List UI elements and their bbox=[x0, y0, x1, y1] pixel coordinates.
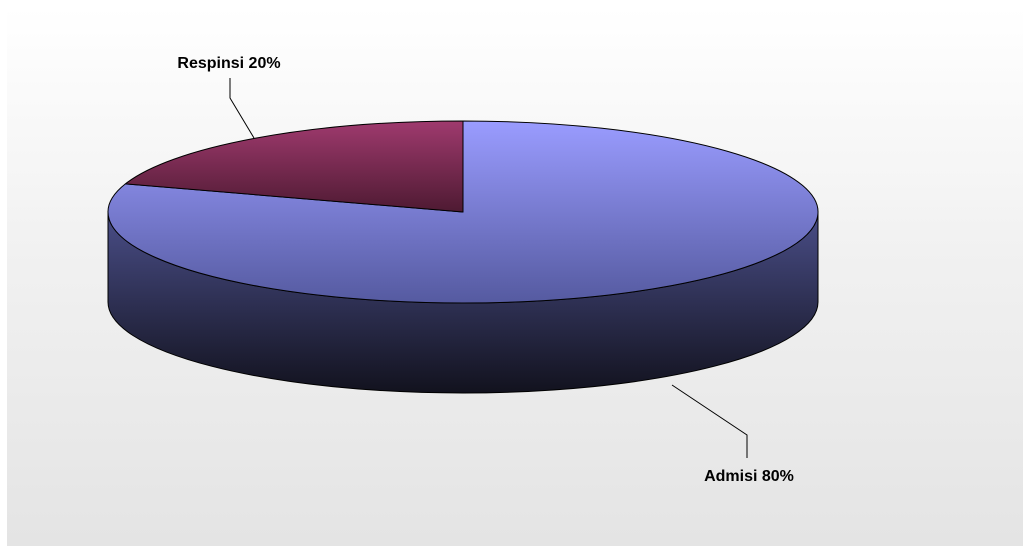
leader-line-respinsi bbox=[229, 78, 255, 139]
data-label-respinsi: Respinsi 20% bbox=[177, 55, 280, 72]
data-label-admisi: Admisi 80% bbox=[704, 468, 794, 485]
leader-line-admisi bbox=[671, 384, 748, 458]
pie-slice-respinsi bbox=[124, 120, 464, 213]
pie-slice-admisi bbox=[107, 120, 819, 304]
